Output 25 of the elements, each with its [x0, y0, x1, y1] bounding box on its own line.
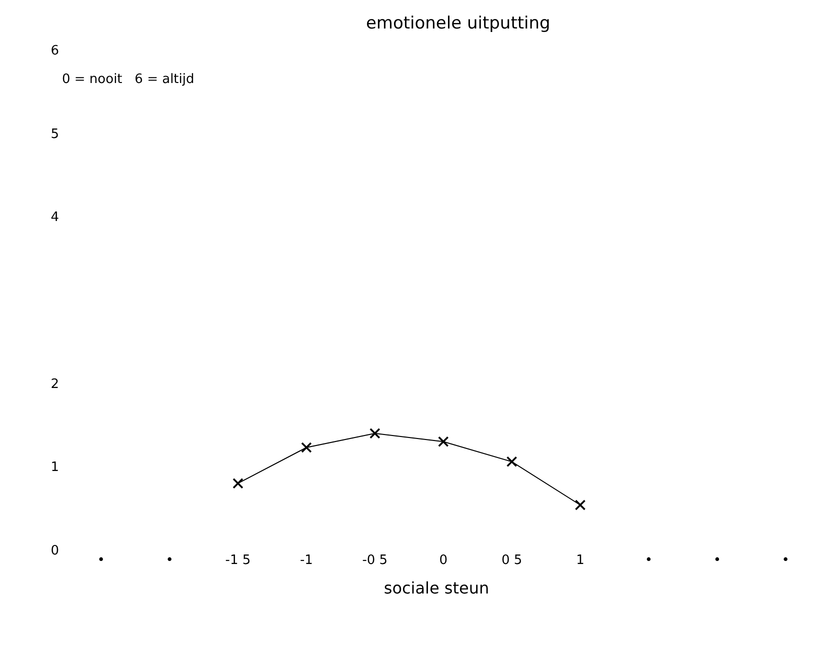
chart-title: emotionele uitputting	[366, 13, 550, 34]
x-tick-label: •	[97, 553, 105, 568]
x-tick-label: 0 5	[501, 553, 522, 568]
point	[232, 478, 244, 489]
y-tick-label: 2	[50, 376, 59, 392]
x-tick-label: •	[782, 553, 790, 568]
annotation: 0 = nooit 6 = altijd	[62, 72, 194, 87]
x-tick-label: •	[644, 553, 653, 568]
x-tick-label: -1 5	[225, 553, 251, 568]
point	[438, 436, 449, 448]
point	[506, 456, 518, 468]
y-tick-label: 4	[50, 210, 59, 226]
x-tick-label: •	[713, 553, 721, 568]
point	[369, 428, 380, 439]
point	[574, 500, 586, 510]
y-tick-label: 5	[50, 126, 59, 142]
x-tick-label: -1	[300, 553, 313, 568]
x-tick-label: •	[166, 553, 174, 568]
x-tick-label: 0	[439, 553, 448, 568]
x-tick-label: -0 5	[362, 553, 388, 568]
x-axis-title: sociale steun	[384, 578, 490, 598]
point	[301, 442, 312, 453]
y-tick-label: 1	[50, 460, 59, 476]
y-tick-label: 6	[50, 44, 59, 59]
x-tick-label: 1	[576, 553, 584, 568]
